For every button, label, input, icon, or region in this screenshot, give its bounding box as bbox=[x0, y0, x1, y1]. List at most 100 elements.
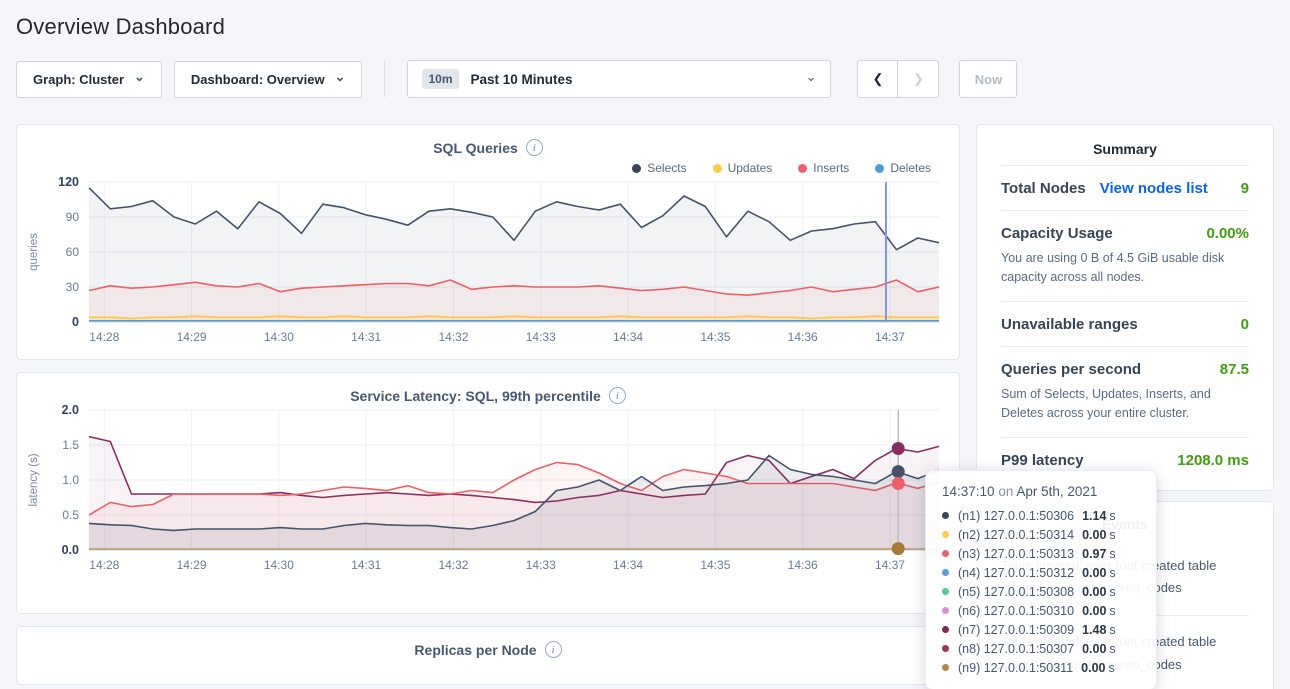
p99-latency-label: P99 latency bbox=[1001, 451, 1084, 469]
tooltip-node-label: (n3) 127.0.0.1:50313 bbox=[958, 546, 1075, 561]
legend-item-updates[interactable]: Updates bbox=[712, 160, 773, 176]
svg-text:14:34: 14:34 bbox=[613, 558, 643, 572]
page-title: Overview Dashboard bbox=[16, 14, 226, 39]
svg-text:2.0: 2.0 bbox=[62, 404, 79, 417]
summary-row-total-nodes: Total Nodes View nodes list 9 bbox=[1001, 165, 1249, 210]
svg-text:0.0: 0.0 bbox=[62, 543, 79, 557]
tooltip-node-value: 0.00 bbox=[1082, 527, 1107, 542]
chevron-down-icon: ⌄ bbox=[805, 69, 817, 84]
time-next-button[interactable]: ❯ bbox=[898, 60, 940, 98]
chart-title: Replicas per Node bbox=[414, 641, 537, 658]
summary-row-capacity: Capacity Usage 0.00% You are using 0 B o… bbox=[1001, 210, 1249, 301]
info-icon[interactable]: i bbox=[544, 641, 562, 658]
total-nodes-label: Total Nodes bbox=[1001, 180, 1086, 197]
view-nodes-list-link[interactable]: View nodes list bbox=[1099, 180, 1208, 197]
tooltip-node-value: 0.00 bbox=[1082, 584, 1107, 599]
svg-text:14:37: 14:37 bbox=[875, 558, 905, 572]
info-icon[interactable]: i bbox=[608, 387, 626, 404]
svg-text:14:34: 14:34 bbox=[613, 330, 643, 344]
time-prev-button[interactable]: ❮ bbox=[857, 60, 899, 98]
tooltip-node-value: 1.14 bbox=[1082, 508, 1107, 523]
legend-color-dot bbox=[712, 163, 722, 173]
svg-text:14:32: 14:32 bbox=[438, 330, 468, 344]
tooltip-node-unit: s bbox=[1109, 546, 1116, 561]
service-latency-panel: Service Latency: SQL, 99th percentile i … bbox=[16, 372, 960, 614]
legend-item-selects[interactable]: Selects bbox=[632, 160, 687, 176]
tooltip-node-unit: s bbox=[1109, 565, 1116, 580]
chart-title: Service Latency: SQL, 99th percentile bbox=[350, 387, 601, 404]
tooltip-node-value: 0.97 bbox=[1082, 546, 1107, 561]
svg-text:14:36: 14:36 bbox=[788, 558, 818, 572]
time-step-buttons: ❮ ❯ bbox=[857, 60, 940, 98]
tooltip-node-value: 0.00 bbox=[1082, 565, 1107, 580]
tooltip-node-label: (n6) 127.0.0.1:50310 bbox=[958, 603, 1075, 618]
svg-text:queries: queries bbox=[28, 233, 40, 271]
p99-latency-value: 1208.0 ms bbox=[1177, 451, 1249, 469]
tooltip-node-value: 0.00 bbox=[1081, 660, 1106, 675]
summary-title: Summary bbox=[1093, 141, 1157, 157]
legend-color-dot bbox=[632, 163, 642, 173]
summary-row-unavailable-ranges: Unavailable ranges 0 bbox=[1001, 300, 1249, 346]
series-color-dot bbox=[942, 626, 949, 633]
controls-bar: Graph: Cluster ⌄ Dashboard: Overview ⌄ 1… bbox=[16, 60, 1274, 98]
summary-panel: Summary Total Nodes View nodes list 9 Ca… bbox=[976, 124, 1274, 491]
series-color-dot bbox=[942, 569, 949, 576]
legend-label: Deletes bbox=[890, 161, 931, 175]
chevron-down-icon: ⌄ bbox=[334, 69, 346, 84]
svg-text:14:31: 14:31 bbox=[351, 558, 381, 572]
time-range-label: Past 10 Minutes bbox=[470, 71, 573, 87]
legend-color-dot bbox=[875, 163, 885, 173]
series-color-dot bbox=[942, 531, 949, 538]
series-color-dot bbox=[942, 588, 949, 595]
svg-text:90: 90 bbox=[66, 210, 80, 224]
svg-text:0.5: 0.5 bbox=[62, 508, 79, 522]
tooltip-node-label: (n2) 127.0.0.1:50314 bbox=[958, 527, 1075, 542]
svg-text:14:35: 14:35 bbox=[700, 330, 730, 344]
svg-text:1.0: 1.0 bbox=[62, 473, 79, 487]
capacity-usage-value: 0.00% bbox=[1206, 225, 1249, 242]
sql-queries-panel: SQL Queries i Selects Updates Inserts Delet… bbox=[16, 124, 960, 360]
tooltip-node-unit: s bbox=[1109, 603, 1116, 618]
legend-label: Updates bbox=[727, 161, 773, 175]
svg-text:60: 60 bbox=[66, 245, 80, 259]
series-color-dot bbox=[942, 550, 949, 557]
svg-text:14:35: 14:35 bbox=[700, 558, 730, 572]
legend-label: Selects bbox=[647, 161, 687, 175]
tooltip-node-label: (n1) 127.0.0.1:50306 bbox=[958, 508, 1075, 523]
svg-text:14:32: 14:32 bbox=[438, 558, 468, 572]
svg-text:14:33: 14:33 bbox=[526, 558, 556, 572]
tooltip-row: (n2) 127.0.0.1:50314 0.00 s bbox=[942, 525, 1140, 544]
now-button[interactable]: Now bbox=[959, 60, 1018, 98]
info-icon[interactable]: i bbox=[525, 139, 543, 156]
svg-text:14:30: 14:30 bbox=[264, 330, 294, 344]
series-color-dot bbox=[942, 512, 949, 519]
svg-text:14:29: 14:29 bbox=[177, 558, 207, 572]
svg-text:30: 30 bbox=[66, 280, 80, 294]
dashboard-dropdown[interactable]: Dashboard: Overview ⌄ bbox=[173, 60, 363, 98]
svg-text:14:28: 14:28 bbox=[89, 330, 119, 344]
unavailable-ranges-value: 0 bbox=[1240, 315, 1249, 333]
qps-description: Sum of Selects, Updates, Inserts, and De… bbox=[1001, 386, 1211, 421]
capacity-usage-description: You are using 0 B of 4.5 GiB usable disk… bbox=[1001, 251, 1225, 285]
tooltip-node-unit: s bbox=[1109, 527, 1116, 542]
series-color-dot bbox=[942, 664, 949, 671]
svg-text:latency (s): latency (s) bbox=[28, 453, 40, 506]
tooltip-row: (n3) 127.0.0.1:50313 0.97 s bbox=[942, 544, 1140, 563]
tooltip-node-unit: s bbox=[1109, 622, 1116, 637]
unavailable-ranges-label: Unavailable ranges bbox=[1001, 315, 1138, 333]
legend-item-inserts[interactable]: Inserts bbox=[798, 160, 849, 176]
svg-text:14:31: 14:31 bbox=[351, 330, 381, 344]
tooltip-node-label: (n7) 127.0.0.1:50309 bbox=[958, 622, 1075, 637]
tooltip-row: (n5) 127.0.0.1:50308 0.00 s bbox=[942, 582, 1140, 601]
graph-dropdown[interactable]: Graph: Cluster ⌄ bbox=[16, 60, 162, 98]
replicas-per-node-panel: Replicas per Node i bbox=[16, 626, 960, 685]
tooltip-node-value: 1.48 bbox=[1082, 622, 1107, 637]
legend-item-deletes[interactable]: Deletes bbox=[875, 160, 931, 176]
chart-title: SQL Queries bbox=[433, 139, 518, 156]
tooltip-node-value: 0.00 bbox=[1082, 603, 1107, 618]
service-latency-chart[interactable]: 0.0 0.5 1.0 1.5 2.0 14:28 14:29 14:30 14:31 14:32… bbox=[23, 404, 943, 574]
sql-queries-chart[interactable]: 0 30 60 90 120 14:28 14:29 14:30 14:31 14:32 14:33… bbox=[23, 176, 943, 346]
time-range-badge: 10m bbox=[422, 69, 459, 89]
time-range-selector[interactable]: 10m Past 10 Minutes ⌄ bbox=[407, 60, 832, 98]
qps-value: 87.5 bbox=[1219, 360, 1249, 378]
